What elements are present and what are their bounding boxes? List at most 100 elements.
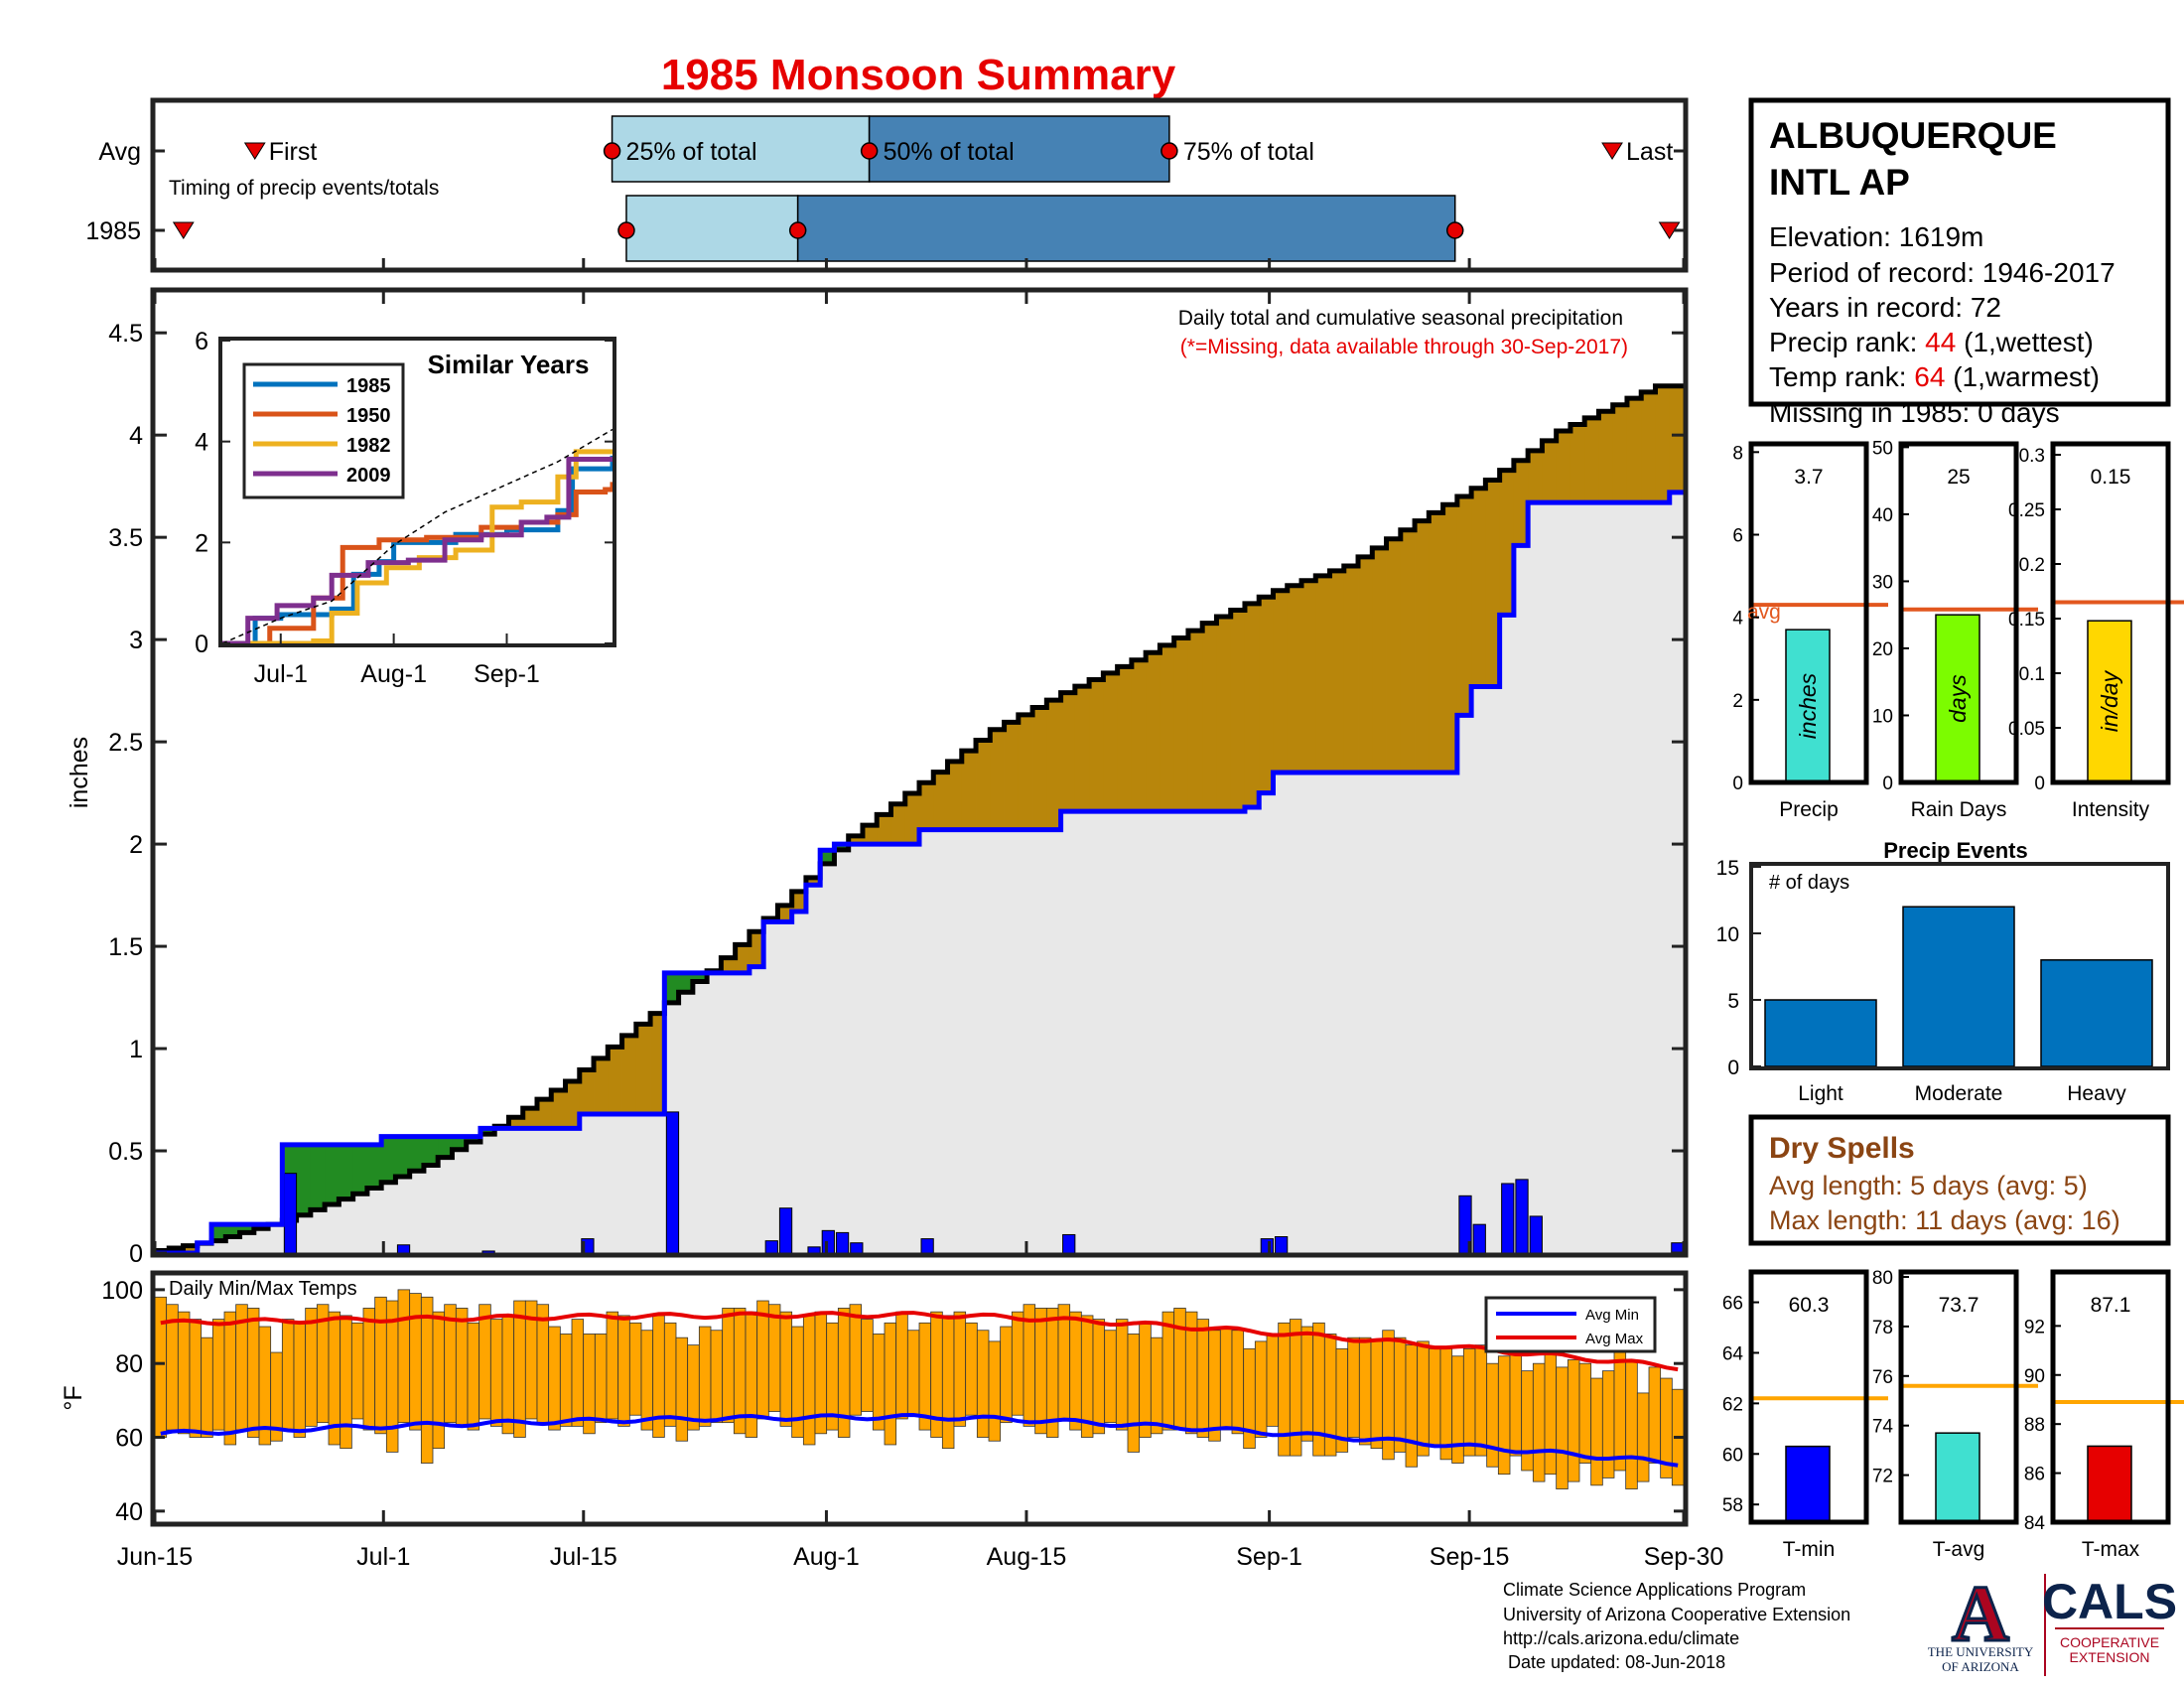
daily-precip-bar bbox=[835, 1231, 850, 1254]
daily-precip-bar bbox=[821, 1229, 835, 1254]
timing-row-avg-label: Avg bbox=[98, 138, 141, 166]
temp-range-bar bbox=[640, 1330, 654, 1431]
xtick-label: Sep-15 bbox=[1430, 1543, 1510, 1571]
temp-bar-0 bbox=[1785, 1445, 1831, 1523]
difference-fill-day bbox=[1641, 391, 1656, 503]
precip-ytick-label: 2 bbox=[1732, 691, 1743, 712]
ua-logo-line2: OF ARIZONA bbox=[1942, 1659, 2019, 1674]
events-category-label: Moderate bbox=[1915, 1082, 2003, 1105]
difference-fill-day bbox=[565, 1080, 581, 1129]
difference-fill-day bbox=[1669, 385, 1685, 492]
precip-category-label: Rain Days bbox=[1911, 798, 2007, 821]
temp-legend-box bbox=[1484, 1296, 1657, 1353]
xtick-label: Sep-1 bbox=[1236, 1543, 1302, 1571]
events-bar-light bbox=[1764, 999, 1877, 1067]
daily-precip-bar bbox=[396, 1244, 411, 1254]
main-ytick-label: 3.5 bbox=[108, 524, 143, 552]
xtick-label: Jul-1 bbox=[356, 1543, 410, 1571]
inset-ytick-label: 2 bbox=[195, 529, 208, 557]
temp-range-bar bbox=[432, 1311, 446, 1450]
events-bar-moderate bbox=[1902, 906, 2015, 1067]
difference-fill-day bbox=[1612, 404, 1628, 503]
difference-fill-day bbox=[1429, 512, 1443, 773]
difference-fill-day bbox=[579, 1069, 595, 1114]
temp-range-bar bbox=[1150, 1336, 1163, 1435]
station-years: Years in record: 72 bbox=[1769, 292, 2001, 323]
main-ytick-label: 1.5 bbox=[108, 933, 143, 961]
precip-panel-frame bbox=[1898, 441, 2019, 785]
temp-range-bar bbox=[1080, 1315, 1094, 1438]
precip-ytick-label: 0 bbox=[2034, 774, 2045, 794]
temp-range-bar bbox=[397, 1289, 411, 1424]
temp-range-bar bbox=[687, 1344, 700, 1431]
difference-fill-day bbox=[551, 1090, 566, 1129]
temp-value-label: 87.1 bbox=[2091, 1294, 2131, 1317]
inset-legend-label-2009: 2009 bbox=[346, 465, 391, 487]
main-chart-frame bbox=[150, 287, 1689, 1258]
temp-range-bar bbox=[965, 1322, 978, 1416]
temp-range-bar bbox=[1000, 1326, 1013, 1424]
temp-range-bar bbox=[1161, 1311, 1175, 1431]
temp-range-bar bbox=[177, 1311, 191, 1435]
events-bar-heavy bbox=[2040, 959, 2153, 1067]
temp-range-bar bbox=[478, 1304, 491, 1420]
temp-range-bar bbox=[756, 1300, 769, 1420]
temp-range-bar bbox=[559, 1334, 573, 1427]
xtick-label: Sep-30 bbox=[1644, 1543, 1724, 1571]
temp-range-bar bbox=[953, 1311, 967, 1427]
footer-line-4: Date updated: 08-Jun-2018 bbox=[1503, 1652, 1725, 1672]
avg-cumulative-line bbox=[152, 383, 1684, 1254]
temp-range-bar bbox=[513, 1300, 526, 1438]
difference-fill-day bbox=[621, 1035, 637, 1114]
precip-summary-bars: 3.7 Precip inches avg 0 2 4 6 8 25 Rain Days days 0 1… bbox=[1732, 438, 2184, 821]
temp-range-bar bbox=[455, 1308, 469, 1427]
station-name-line2: INTL AP bbox=[1769, 162, 1910, 203]
temp-panel-frame bbox=[2050, 1269, 2171, 1525]
difference-fill-day bbox=[947, 761, 963, 830]
temp-range-bar bbox=[941, 1315, 955, 1450]
cals-logo-title: CALS bbox=[2042, 1574, 2177, 1629]
temp-range-bar bbox=[1439, 1347, 1453, 1461]
difference-fill-day bbox=[1415, 520, 1430, 773]
daily-precip-bar bbox=[1671, 1242, 1685, 1254]
inset-xtick-label: Sep-1 bbox=[474, 660, 540, 688]
temp-range-bar bbox=[617, 1315, 630, 1427]
precip-category-label: Precip bbox=[1779, 798, 1839, 821]
precip-value-label: 25 bbox=[1947, 466, 1970, 489]
difference-fill-day bbox=[1173, 637, 1189, 812]
inset-xtick-label: Aug-1 bbox=[360, 660, 427, 688]
temp-range-bar bbox=[906, 1330, 920, 1416]
station-period: Period of record: 1946-2017 bbox=[1769, 257, 2116, 288]
difference-fill-day bbox=[919, 782, 934, 830]
precip-ytick-label: 20 bbox=[1872, 639, 1893, 660]
temp-ytick-label: 58 bbox=[1722, 1495, 1743, 1516]
timing-avg-bar-q2 bbox=[611, 115, 871, 183]
precip-ytick-label: 8 bbox=[1732, 443, 1743, 464]
difference-fill-day bbox=[1018, 714, 1033, 830]
xtick-label: Aug-1 bbox=[793, 1543, 860, 1571]
temp-category-label: T-avg bbox=[1933, 1538, 1985, 1561]
similar-years-inset: 0 2 4 6 Jul-1 Aug-1 Sep-1 Similar Years 1985 19… bbox=[195, 328, 616, 688]
temp-range-bar bbox=[976, 1330, 990, 1438]
timing-last-label: Last bbox=[1626, 138, 1673, 166]
events-title: Precip Events bbox=[1883, 838, 2028, 863]
precip-panel-frame bbox=[2050, 441, 2171, 785]
timing-avg-bar-q3 bbox=[868, 115, 1170, 183]
temp-rank-value: 64 bbox=[1914, 361, 1945, 392]
cumulative-precip-chart: 0 0.5 1 1.5 2 2.5 3 3.5 4 4.5 Daily total and cum… bbox=[66, 287, 1689, 1268]
temp-range-bar bbox=[628, 1322, 642, 1416]
events-category-label: Heavy bbox=[2067, 1082, 2126, 1105]
inset-title: Similar Years bbox=[428, 350, 590, 379]
difference-fill-day bbox=[1329, 570, 1345, 773]
temp-range-bar bbox=[802, 1315, 816, 1446]
temp-ytick-label: 74 bbox=[1872, 1417, 1894, 1438]
temp-ytick-label: 62 bbox=[1722, 1394, 1743, 1415]
difference-fill-day bbox=[820, 850, 835, 864]
temp-range-bar bbox=[606, 1311, 619, 1420]
temp-range-bar bbox=[340, 1315, 352, 1450]
difference-fill-day bbox=[1513, 460, 1529, 546]
temp-range-bar bbox=[722, 1308, 735, 1424]
temp-category-label: T-max bbox=[2082, 1538, 2140, 1561]
difference-fill-day bbox=[537, 1099, 552, 1129]
difference-fill-day bbox=[211, 1224, 226, 1241]
